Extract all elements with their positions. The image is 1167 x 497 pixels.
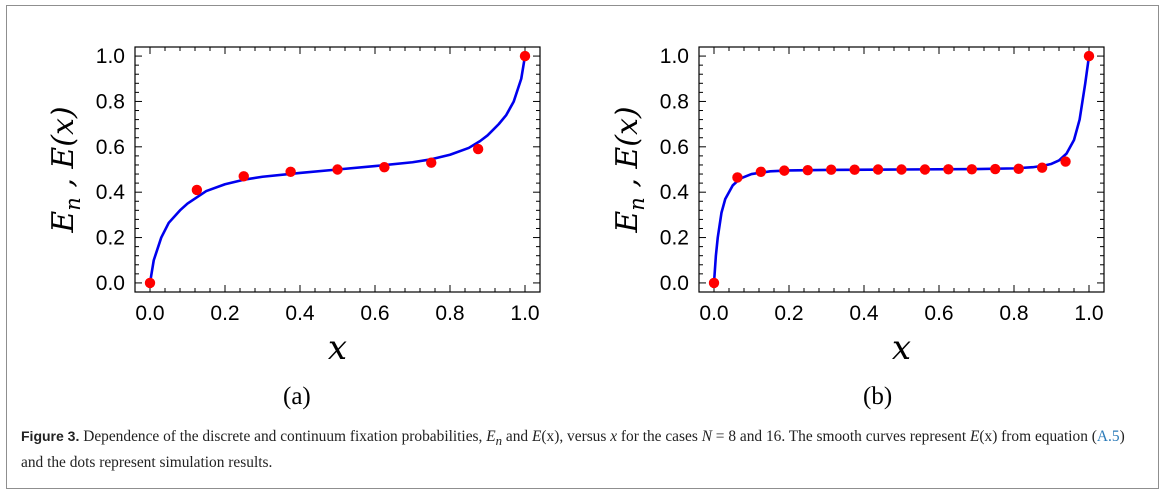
x-tick-label: 1.0 <box>510 302 539 325</box>
data-point <box>472 143 484 155</box>
y-tick-label: 0.0 <box>96 272 125 295</box>
caption-var-x: x <box>610 428 618 445</box>
y-tick-label: 0.4 <box>96 181 126 204</box>
data-point <box>755 166 767 177</box>
data-point <box>966 164 978 175</box>
x-tick-label: 0.4 <box>849 302 879 325</box>
caption-text-7: ) and the dots represent simulation resu… <box>21 428 1125 472</box>
data-point <box>238 171 249 182</box>
data-point <box>919 164 931 175</box>
caption-sub-n: n <box>495 434 503 449</box>
x-tick-label: 0.0 <box>135 302 164 325</box>
data-point <box>144 277 156 289</box>
y-tick-label: 0.2 <box>660 227 689 250</box>
x-tick-label: 0.8 <box>435 302 464 325</box>
data-point <box>332 164 343 175</box>
chart-panel-a: 0.0 0.2 0.4 0.6 0.8 1.0 0.0 0.2 0.4 0.6 0.8 1.0 x En … <box>46 45 541 368</box>
data-point <box>825 164 837 175</box>
x-axis-label: x <box>892 328 911 368</box>
data-point <box>1083 50 1095 62</box>
data-point <box>1013 163 1024 175</box>
figure-number: Figure 3. <box>21 428 80 444</box>
figure-caption: Figure 3. Dependence of the discrete and… <box>21 425 1146 474</box>
equation-link[interactable]: A.5 <box>1096 428 1120 445</box>
caption-text-5: = 8 and 16. The smooth curves represent <box>711 428 970 445</box>
y-tick-label: 0.6 <box>96 136 125 159</box>
caption-arg-x2: (x) <box>979 428 998 445</box>
caption-var-Ex: E <box>531 428 542 445</box>
caption-var-E: E <box>486 428 496 445</box>
x-tick-label: 1.0 <box>1074 302 1103 325</box>
panel-label-b: (b) <box>863 383 893 410</box>
data-point <box>779 165 790 176</box>
data-point <box>708 277 720 289</box>
plot-frame <box>134 46 541 293</box>
y-axis-label: En , E(x) <box>46 106 85 233</box>
y-tick-label: 0.8 <box>660 90 689 113</box>
caption-text-2: and <box>502 428 532 445</box>
data-point <box>896 164 907 175</box>
caption-text-6: from equation ( <box>997 428 1097 445</box>
x-tick-label: 0.6 <box>360 302 389 325</box>
caption-text-3: , versus <box>559 428 611 445</box>
data-point <box>943 164 954 175</box>
y-axis-label-group: En , E(x) <box>46 106 85 233</box>
x-tick-label: 0.6 <box>924 302 953 325</box>
data-point <box>849 164 860 175</box>
data-point <box>1060 156 1071 167</box>
x-tick-label: 0.4 <box>285 302 315 325</box>
y-tick-label: 0.6 <box>660 136 689 159</box>
y-tick-label: 0.4 <box>660 181 690 204</box>
x-tick-label: 0.8 <box>999 302 1028 325</box>
data-point <box>426 157 437 168</box>
caption-text-1: Dependence of the discrete and continuum… <box>79 428 487 445</box>
x-tick-label: 0.2 <box>210 302 239 325</box>
data-point <box>1036 162 1048 173</box>
data-point <box>285 166 296 177</box>
data-point <box>519 50 531 62</box>
y-tick-label: 1.0 <box>96 45 125 68</box>
data-point <box>990 163 1001 175</box>
x-tick-label: 0.0 <box>699 302 728 325</box>
caption-text-4: for the cases <box>617 428 702 445</box>
y-tick-label: 1.0 <box>660 45 689 68</box>
caption-var-N: N <box>701 428 712 445</box>
x-tick-label: 0.2 <box>774 302 803 325</box>
data-point <box>379 162 390 173</box>
caption-arg-x: (x) <box>541 428 560 445</box>
plot-frame <box>698 46 1105 293</box>
data-point <box>802 164 813 176</box>
fit-curve <box>148 55 527 284</box>
data-point <box>191 184 203 196</box>
data-point <box>732 172 743 183</box>
chart-panel-b: 0.0 0.2 0.4 0.6 0.8 1.0 0.0 0.2 0.4 0.6 0.8 1.0 x En … <box>610 45 1105 368</box>
y-axis-label: En , E(x) <box>610 106 649 233</box>
caption-var-Ex2: E <box>969 428 980 445</box>
data-point <box>872 164 884 175</box>
panel-label-a: (a) <box>283 383 311 410</box>
figure-frame <box>6 5 1159 489</box>
y-tick-label: 0.8 <box>96 90 125 113</box>
y-axis-label-group: En , E(x) <box>610 106 649 233</box>
y-tick-label: 0.0 <box>660 272 689 295</box>
y-tick-label: 0.2 <box>96 227 125 250</box>
x-axis-label: x <box>328 328 347 368</box>
